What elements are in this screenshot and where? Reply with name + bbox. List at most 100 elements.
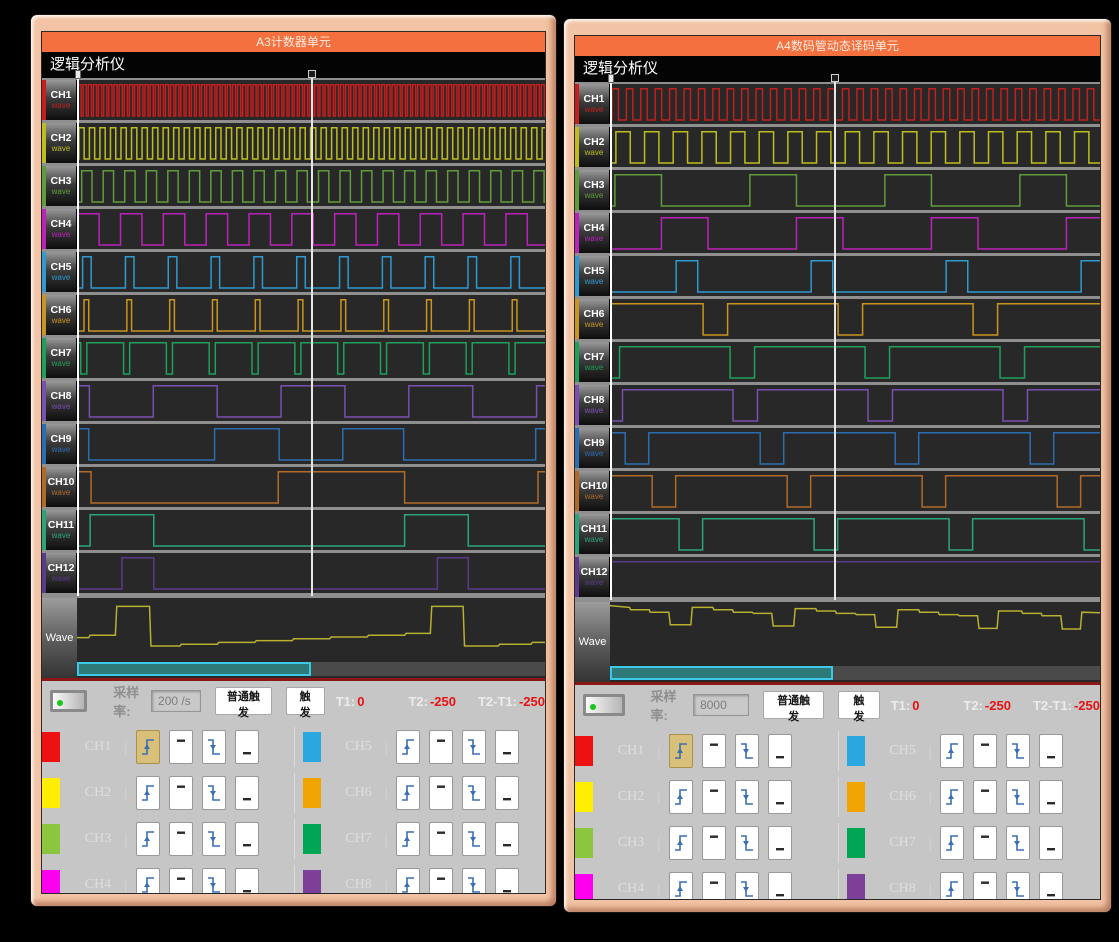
channel-label-ch4[interactable]: CH4wave [46,209,77,249]
falling-edge-trigger-button[interactable] [202,776,226,810]
channel-label-ch8[interactable]: CH8wave [46,381,77,421]
channel-label-ch12[interactable]: CH12wave [46,553,77,593]
low-level-trigger-button[interactable] [1039,872,1063,899]
scrollbar-track[interactable] [610,666,1100,680]
falling-edge-trigger-button[interactable] [1006,826,1030,860]
normal-trigger-button[interactable]: 普通触发 [763,691,824,719]
low-level-trigger-button[interactable] [768,780,792,814]
high-level-trigger-button[interactable] [702,734,726,768]
rising-edge-trigger-button[interactable] [136,822,160,856]
falling-edge-trigger-button[interactable] [735,734,759,768]
channel-label-ch4[interactable]: CH4wave [579,213,610,253]
rising-edge-trigger-button[interactable] [136,868,160,893]
rising-edge-trigger-button[interactable] [940,734,964,768]
scrollbar-thumb[interactable] [610,666,833,680]
t2-cursor[interactable] [311,78,313,596]
channel-label-ch5[interactable]: CH5wave [46,252,77,292]
channel-label-ch6[interactable]: CH6wave [46,295,77,335]
low-level-trigger-button[interactable] [1039,826,1063,860]
low-level-trigger-button[interactable] [495,822,519,856]
rising-edge-trigger-button[interactable] [940,826,964,860]
high-level-trigger-button[interactable] [973,826,997,860]
falling-edge-trigger-button[interactable] [462,730,486,764]
high-level-trigger-button[interactable] [702,780,726,814]
high-level-trigger-button[interactable] [429,822,453,856]
high-level-trigger-button[interactable] [702,826,726,860]
channel-label-ch10[interactable]: CH10wave [579,471,610,511]
rising-edge-trigger-button[interactable] [396,822,420,856]
low-level-trigger-button[interactable] [768,826,792,860]
high-level-trigger-button[interactable] [429,868,453,893]
channel-label-ch11[interactable]: CH11wave [579,514,610,554]
falling-edge-trigger-button[interactable] [462,868,486,893]
channel-label-ch12[interactable]: CH12wave [579,557,610,597]
rising-edge-trigger-button[interactable] [669,872,693,899]
low-level-trigger-button[interactable] [235,822,259,856]
channel-label-ch6[interactable]: CH6wave [579,299,610,339]
falling-edge-trigger-button[interactable] [735,872,759,899]
low-level-trigger-button[interactable] [1039,780,1063,814]
scrollbar-thumb[interactable] [77,662,311,676]
channel-label-ch7[interactable]: CH7wave [46,338,77,378]
channel-label-ch8[interactable]: CH8wave [579,385,610,425]
high-level-trigger-button[interactable] [169,776,193,810]
rising-edge-trigger-button[interactable] [396,776,420,810]
low-level-trigger-button[interactable] [768,872,792,899]
low-level-trigger-button[interactable] [495,868,519,893]
high-level-trigger-button[interactable] [973,780,997,814]
falling-edge-trigger-button[interactable] [462,822,486,856]
rising-edge-trigger-button[interactable] [136,730,160,764]
scrollbar-track[interactable] [77,662,545,676]
falling-edge-trigger-button[interactable] [202,822,226,856]
normal-trigger-button[interactable]: 普通触发 [215,687,271,715]
falling-edge-trigger-button[interactable] [1006,734,1030,768]
falling-edge-trigger-button[interactable] [735,826,759,860]
low-level-trigger-button[interactable] [495,776,519,810]
low-level-trigger-button[interactable] [235,868,259,893]
falling-edge-trigger-button[interactable] [1006,780,1030,814]
t1-cursor[interactable] [610,82,612,600]
high-level-trigger-button[interactable] [429,730,453,764]
high-level-trigger-button[interactable] [973,872,997,899]
channel-label-ch9[interactable]: CH9wave [46,424,77,464]
power-toggle[interactable] [50,690,87,712]
high-level-trigger-button[interactable] [169,868,193,893]
rising-edge-trigger-button[interactable] [136,776,160,810]
channel-label-ch3[interactable]: CH3wave [579,170,610,210]
high-level-trigger-button[interactable] [702,872,726,899]
channel-label-ch1[interactable]: CH1wave [579,84,610,124]
rising-edge-trigger-button[interactable] [669,734,693,768]
high-level-trigger-button[interactable] [973,734,997,768]
channel-label-ch3[interactable]: CH3wave [46,166,77,206]
power-toggle[interactable] [583,694,625,716]
falling-edge-trigger-button[interactable] [202,730,226,764]
high-level-trigger-button[interactable] [169,822,193,856]
falling-edge-trigger-button[interactable] [735,780,759,814]
rising-edge-trigger-button[interactable] [396,868,420,893]
rising-edge-trigger-button[interactable] [940,780,964,814]
t2-cursor-handle[interactable] [308,70,316,78]
sample-rate-input[interactable]: 8000 [693,694,749,716]
t1-cursor[interactable] [77,78,79,596]
high-level-trigger-button[interactable] [429,776,453,810]
channel-label-ch11[interactable]: CH11wave [46,510,77,550]
t2-cursor[interactable] [834,82,836,600]
t1-cursor-handle[interactable] [608,74,614,83]
rising-edge-trigger-button[interactable] [669,780,693,814]
channel-label-ch2[interactable]: CH2wave [579,127,610,167]
channel-label-ch1[interactable]: CH1wave [46,80,77,120]
low-level-trigger-button[interactable] [235,776,259,810]
channel-label-ch9[interactable]: CH9wave [579,428,610,468]
channel-label-ch7[interactable]: CH7wave [579,342,610,382]
high-level-trigger-button[interactable] [169,730,193,764]
sample-rate-input[interactable]: 200 /s [151,690,201,712]
rising-edge-trigger-button[interactable] [940,872,964,899]
trigger-button[interactable]: 触发 [286,687,325,715]
falling-edge-trigger-button[interactable] [462,776,486,810]
falling-edge-trigger-button[interactable] [1006,872,1030,899]
channel-label-ch2[interactable]: CH2wave [46,123,77,163]
rising-edge-trigger-button[interactable] [669,826,693,860]
t2-cursor-handle[interactable] [831,74,839,82]
channel-label-ch5[interactable]: CH5wave [579,256,610,296]
rising-edge-trigger-button[interactable] [396,730,420,764]
